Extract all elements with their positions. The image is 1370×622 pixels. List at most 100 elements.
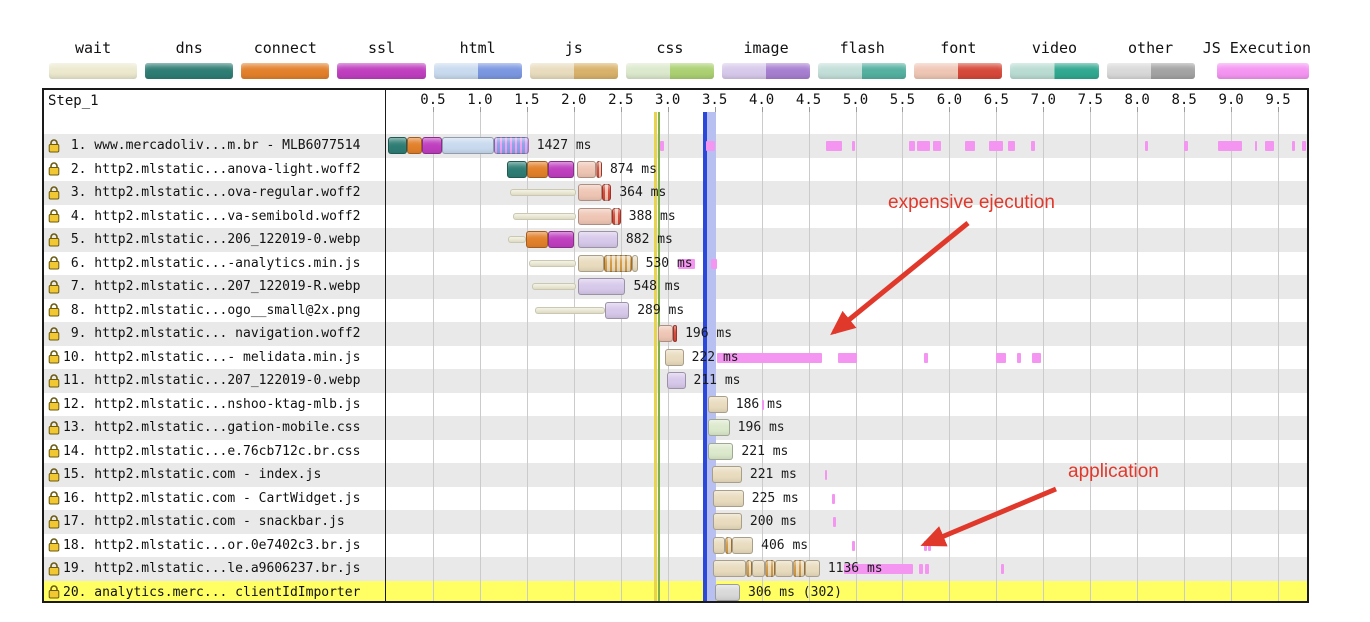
request-url: 13. http2.mlstatic...gation-mobile.css <box>63 420 361 436</box>
request-row-label[interactable]: 18. http2.mlstatic...or.0e7402c3.br.js <box>44 534 385 558</box>
legend-label: other <box>1128 39 1174 57</box>
gridline <box>620 112 622 601</box>
request-url: 3. http2.mlstatic...ova-regular.woff2 <box>63 185 361 201</box>
lock-icon <box>48 280 60 294</box>
request-url: 15. http2.mlstatic.com - index.js <box>63 467 322 483</box>
axis-tick-label: 9.0 <box>1218 92 1244 108</box>
request-row-label[interactable]: 12. http2.mlstatic...nshoo-ktag-mlb.js <box>44 393 385 417</box>
request-row: 20. analytics.merc... clientIdImporter 30… <box>44 580 1307 602</box>
legend-swatch <box>1216 63 1310 79</box>
segment-js <box>632 254 638 272</box>
request-row-label[interactable]: 20. analytics.merc... clientIdImporter <box>44 581 385 602</box>
request-time-label: 225 ms <box>751 490 799 506</box>
segment-fontx <box>673 325 678 342</box>
segment-js <box>712 513 742 530</box>
request-row-label[interactable]: 6. http2.mlstatic...-analytics.min.js <box>44 252 385 276</box>
segment-js <box>664 348 684 366</box>
request-row: 12. http2.mlstatic...nshoo-ktag-mlb.js 18… <box>44 392 1307 417</box>
segment-jsx <box>792 560 805 577</box>
js-execution-bar <box>1031 141 1035 151</box>
lock-icon <box>48 468 60 482</box>
js-execution-bar <box>716 352 822 363</box>
axis-tick-label: 4.5 <box>795 92 822 108</box>
request-row-label[interactable]: 16. http2.mlstatic.com - CartWidget.js <box>44 487 385 511</box>
axis-tick-label: 6.0 <box>936 92 963 108</box>
segment-image <box>578 278 626 295</box>
request-url: 20. analytics.merc... clientIdImporter <box>63 584 361 600</box>
lock-icon <box>48 256 60 270</box>
request-row-label[interactable]: 11. http2.mlstatic...207_122019-0.webp <box>44 369 385 393</box>
axis-tick-mark <box>620 107 622 112</box>
segment-font <box>578 207 613 225</box>
request-row-label[interactable]: 19. http2.mlstatic...le.a9606237.br.js <box>44 557 385 581</box>
waterfall-table: Step_1 0.5 1.0 1.5 2.0 2.5 3.0 3.5 4.0 4.5 5.0 5.5… <box>42 88 1309 603</box>
js-execution-bar <box>832 517 836 527</box>
axis-tick-label: 9.5 <box>1265 92 1291 108</box>
request-row-label[interactable]: 5. http2.mlstatic...206_122019-0.webp <box>44 228 385 252</box>
request-row-label[interactable]: 14. http2.mlstatic...e.76cb712c.br.css <box>44 440 385 464</box>
request-row: 10. http2.mlstatic...- melidata.min.js 22… <box>44 345 1307 370</box>
lock-icon <box>48 327 60 341</box>
request-row-label[interactable]: 4. http2.mlstatic...va-semibold.woff2 <box>44 205 385 229</box>
js-execution-bar <box>844 564 913 574</box>
axis-tick-mark <box>1231 107 1233 112</box>
request-url: 10. http2.mlstatic...- melidata.min.js <box>63 349 361 365</box>
lock-icon <box>48 139 60 153</box>
request-time-label: 221 ms <box>741 443 789 459</box>
segment-wait <box>528 259 576 267</box>
segment-ssl <box>548 231 574 248</box>
axis-tick-mark <box>808 107 810 112</box>
request-row-label[interactable]: 1. www.mercadoliv...m.br - MLB6077514 <box>44 134 385 158</box>
js-execution-bar <box>924 564 929 574</box>
request-row: 13. http2.mlstatic...gation-mobile.css 19… <box>44 416 1307 440</box>
request-time-label: 211 ms <box>693 373 741 389</box>
request-time-label: 530 ms <box>645 255 693 271</box>
axis-tick-mark <box>526 107 528 112</box>
lock-icon <box>48 585 60 599</box>
request-time-label: 196 ms <box>737 420 785 436</box>
gridline <box>949 112 951 601</box>
axis-tick-mark <box>432 107 434 112</box>
js-execution-bar <box>826 141 843 151</box>
request-row: 15. http2.mlstatic.com - index.js 221 ms <box>44 463 1307 487</box>
axis-tick-label: 1.5 <box>514 92 540 108</box>
segment-fontx <box>596 160 602 178</box>
request-row-label[interactable]: 17. http2.mlstatic.com - snackbar.js <box>44 510 385 534</box>
request-row-label[interactable]: 7. http2.mlstatic...207_122019-R.webp <box>44 275 385 299</box>
js-execution-bar <box>965 141 975 151</box>
request-time-label: 548 ms <box>633 279 681 295</box>
lock-icon <box>48 397 60 411</box>
axis-tick-mark <box>1278 107 1280 112</box>
js-execution-bar <box>1184 141 1188 151</box>
request-time-label: 1427 ms <box>536 138 592 154</box>
legend-item-connect: connect <box>237 38 333 79</box>
legend-item-dns: dns <box>141 38 237 79</box>
axis-tick-mark <box>855 107 857 112</box>
gridline <box>479 112 481 601</box>
legend-item-css: css <box>622 38 718 79</box>
request-row-label[interactable]: 2. http2.mlstatic...anova-light.woff2 <box>44 158 385 182</box>
request-row: 2. http2.mlstatic...anova-light.woff2 874… <box>44 157 1307 182</box>
segment-htmlx <box>493 137 529 154</box>
axis-tick-label: 3.5 <box>701 92 728 108</box>
gridline <box>573 112 575 601</box>
request-row-label[interactable]: 15. http2.mlstatic.com - index.js <box>44 463 385 487</box>
segment-jsx <box>724 536 732 554</box>
js-execution-bar <box>1001 564 1004 574</box>
request-row-label[interactable]: 8. http2.mlstatic...ogo__small@2x.png <box>44 299 385 323</box>
request-row-label[interactable]: 10. http2.mlstatic...- melidata.min.js <box>44 346 385 370</box>
js-execution-bar <box>1007 141 1016 151</box>
segment-font <box>658 325 674 342</box>
legend-label: JS Execution <box>1202 39 1312 57</box>
legend-swatch <box>1010 63 1099 79</box>
js-execution-bar <box>1144 141 1149 151</box>
js-execution-bar <box>1292 141 1295 151</box>
segment-image <box>604 301 630 319</box>
request-row-label[interactable]: 13. http2.mlstatic...gation-mobile.css <box>44 416 385 440</box>
segment-js <box>731 536 754 554</box>
request-time-label: 222 ms <box>691 349 739 365</box>
request-row-label[interactable]: 3. http2.mlstatic...ova-regular.woff2 <box>44 181 385 205</box>
legend-swatch <box>49 63 138 79</box>
request-row-label[interactable]: 9. http2.mlstatic... navigation.woff2 <box>44 322 385 346</box>
segment-image <box>666 372 686 389</box>
